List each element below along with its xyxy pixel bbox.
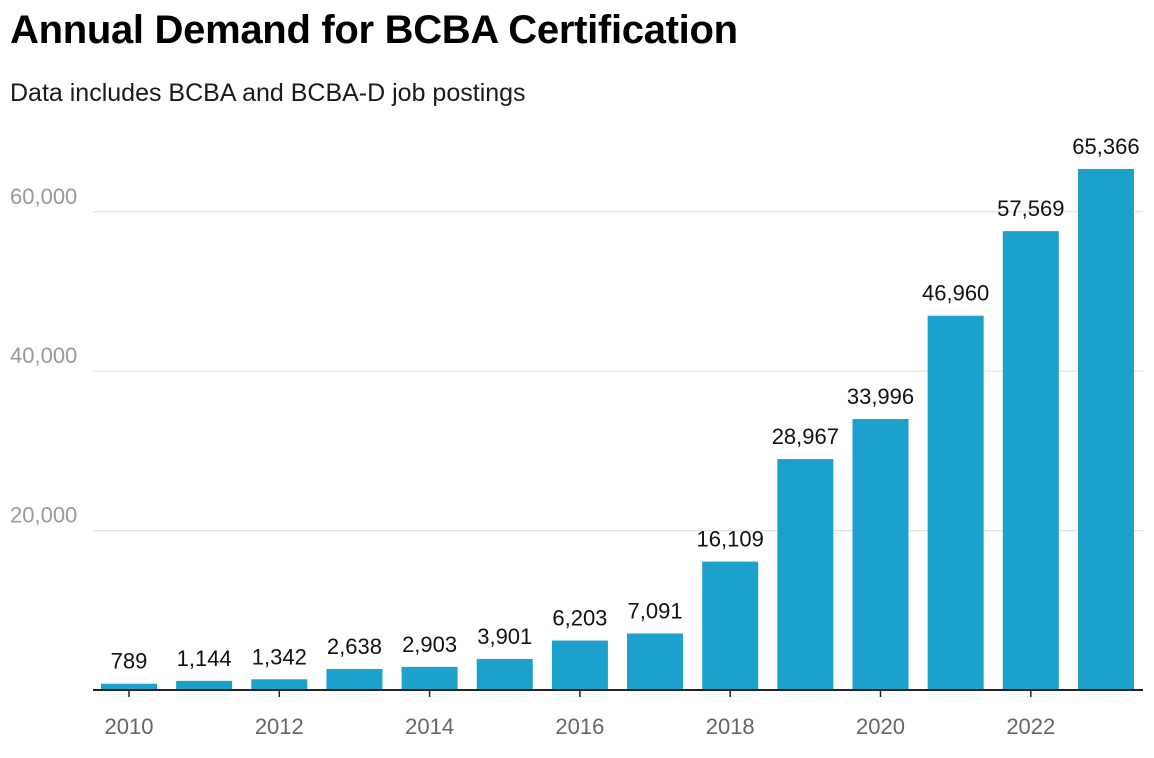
data-label: 1,144 [177,646,232,671]
bar [1002,231,1059,690]
bar [777,459,834,690]
x-tick-label: 2012 [255,714,304,739]
bar [326,668,383,690]
bar [927,315,984,690]
x-tick-label: 2022 [1006,714,1055,739]
data-label: 28,967 [772,424,839,449]
bar [101,683,157,690]
gridlines [93,211,1143,532]
y-tick-label: 40,000 [10,343,77,368]
bar [401,666,458,690]
data-label: 33,996 [847,384,914,409]
data-label: 7,091 [628,598,683,623]
bar [627,633,684,690]
y-axis-ticks: 20,000 40,000 60,000 [10,184,77,528]
y-tick-label: 60,000 [10,184,77,209]
x-axis: 2010 2012 2014 2016 2018 2020 2022 [93,689,1143,739]
x-tick-label: 2020 [856,714,905,739]
data-label: 16,109 [697,527,764,552]
data-label: 2,638 [327,634,382,659]
data-label: 789 [111,649,148,674]
bars [101,169,1134,690]
bar [551,640,608,690]
bar [176,680,233,690]
data-label: 65,366 [1072,134,1139,159]
data-label: 46,960 [922,281,989,306]
x-tick-label: 2014 [405,714,454,739]
y-tick-label: 20,000 [10,503,77,528]
bar [251,679,308,690]
data-labels: 789 1,144 1,342 2,638 2,903 3,901 6,203 7,091 16… [111,134,1140,674]
x-tick-label: 2016 [555,714,604,739]
bar [852,419,909,690]
chart-subtitle: Data includes BCBA and BCBA-D job postin… [10,79,526,107]
bar [476,658,533,690]
data-label: 3,901 [477,624,532,649]
x-tick-label: 2018 [706,714,755,739]
bar [1077,169,1134,690]
data-label: 1,342 [252,644,307,669]
x-tick-label: 2010 [105,714,154,739]
bar [702,561,759,690]
data-label: 2,903 [402,632,457,657]
chart-title: Annual Demand for BCBA Certification [10,8,738,52]
data-label: 57,569 [997,196,1064,221]
data-label: 6,203 [552,606,607,631]
